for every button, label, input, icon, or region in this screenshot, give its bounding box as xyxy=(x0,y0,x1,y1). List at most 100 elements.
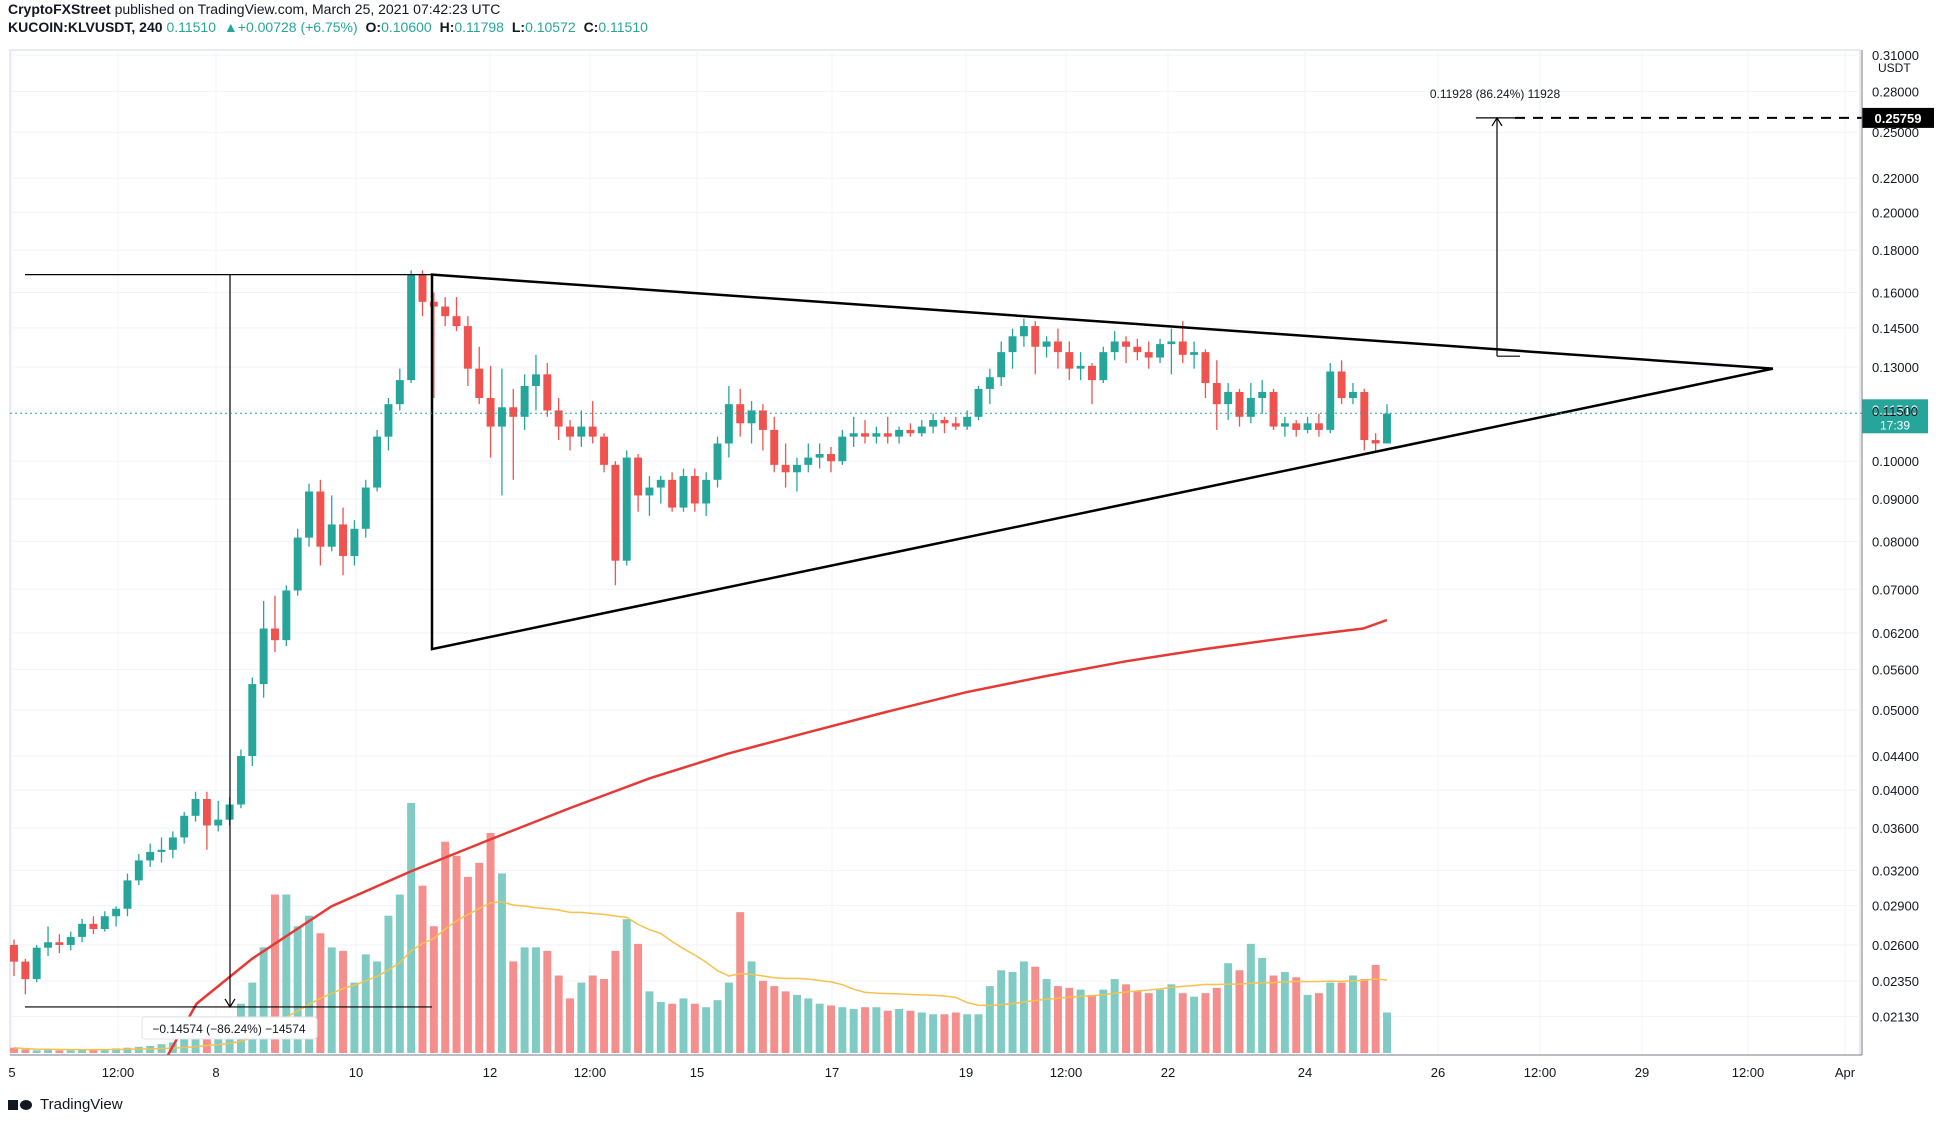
volume-bar xyxy=(1212,987,1221,1053)
volume-bar xyxy=(838,1007,847,1053)
volume-bar xyxy=(271,894,279,1053)
volume-bar xyxy=(44,1049,53,1053)
candle-body xyxy=(497,407,506,427)
price-tick-label: 0.31000 xyxy=(1872,48,1919,63)
volume-bar xyxy=(883,1010,892,1053)
candle-body xyxy=(1360,391,1369,441)
change-triangle-icon: ▲ xyxy=(223,19,238,35)
candle-body xyxy=(384,404,393,437)
candle-body xyxy=(940,420,949,424)
candle-body xyxy=(895,429,904,437)
candle-body xyxy=(577,426,586,437)
open-label: O: xyxy=(365,19,382,35)
candle-body xyxy=(146,851,155,861)
high-value: 0.11798 xyxy=(454,19,504,35)
volume-bar xyxy=(1053,986,1062,1053)
candle-body xyxy=(282,590,291,641)
candle-body xyxy=(872,433,881,437)
candle-body xyxy=(1383,413,1391,444)
candle-body xyxy=(327,524,336,547)
candle-body xyxy=(838,436,847,462)
candle-body xyxy=(44,942,53,948)
currency-label: USDT xyxy=(1878,61,1911,75)
countdown-label: 17:39 xyxy=(1880,418,1910,432)
volume-bar xyxy=(736,912,745,1053)
volume-bar xyxy=(1326,982,1335,1053)
measure-down-arrowhead xyxy=(224,998,236,1009)
candle-body xyxy=(679,476,688,508)
candle-body xyxy=(1258,391,1267,399)
candle-body xyxy=(566,426,574,437)
candle-body xyxy=(815,454,824,458)
grid-layer xyxy=(9,49,1861,1056)
candle-body xyxy=(168,837,177,850)
volume-bar xyxy=(316,933,325,1053)
candle-body xyxy=(316,491,325,547)
time-tick-label: 24 xyxy=(1298,1065,1312,1080)
volume-bar xyxy=(1383,1012,1391,1053)
candle-body xyxy=(486,398,495,427)
publisher-line: CryptoFXStreet published on TradingView.… xyxy=(8,0,1908,18)
tradingview-logo[interactable]: TradingView xyxy=(8,1096,123,1113)
price-tick-label: 0.18000 xyxy=(1872,243,1919,258)
candle-body xyxy=(1201,352,1210,384)
price-tick-label: 0.16000 xyxy=(1872,285,1919,300)
volume-bar xyxy=(600,979,609,1053)
candle-body xyxy=(214,819,223,826)
candle-body xyxy=(1348,391,1357,399)
volume-bar xyxy=(1348,975,1357,1053)
candle-body xyxy=(997,352,1006,378)
candle-body xyxy=(112,908,121,917)
volume-bar xyxy=(815,1003,824,1053)
volume-bar xyxy=(1371,964,1380,1053)
candle-body xyxy=(543,374,552,411)
candle-body xyxy=(929,420,938,427)
volume-bar xyxy=(1031,966,1040,1053)
volume-bar xyxy=(645,991,654,1053)
candle-body xyxy=(10,944,18,962)
volume-bar xyxy=(1144,993,1153,1053)
candle-body xyxy=(963,416,972,427)
price-tick-label: 0.14500 xyxy=(1872,321,1919,336)
price-tick-label: 0.03600 xyxy=(1872,821,1919,836)
volume-bar xyxy=(566,998,574,1053)
volume-bar xyxy=(180,1038,189,1053)
volume-bar xyxy=(305,915,313,1053)
volume-bar xyxy=(1314,993,1323,1053)
candle-body xyxy=(180,815,189,838)
symbol-label[interactable]: KUCOIN:KLVUSDT, 240 xyxy=(8,19,163,35)
candle-body xyxy=(1190,352,1199,355)
candle-body xyxy=(452,316,461,327)
volume-bar xyxy=(1269,975,1278,1053)
volume-bar xyxy=(520,947,529,1053)
target-price-label: 0.25759 xyxy=(1875,111,1922,126)
publisher-name[interactable]: CryptoFXStreet xyxy=(8,1,111,17)
volume-bar xyxy=(1224,963,1233,1053)
ohlc-line: KUCOIN:KLVUSDT, 240 0.11510 ▲+0.00728 (+… xyxy=(8,18,1908,36)
candle-body xyxy=(407,274,416,381)
volume-bar xyxy=(327,947,336,1053)
volume-bar xyxy=(713,1000,722,1053)
candle-body xyxy=(395,380,404,405)
candle-body xyxy=(634,457,643,496)
candle-body xyxy=(259,628,268,685)
volume-bar xyxy=(486,832,495,1053)
candle-body xyxy=(622,457,631,561)
candle-body xyxy=(66,936,75,945)
candle-body xyxy=(1167,341,1176,345)
candle-body xyxy=(883,433,892,437)
volume-bar xyxy=(78,1049,87,1053)
volume-bar xyxy=(1133,991,1142,1053)
candle-body xyxy=(89,923,98,930)
target-price-badge xyxy=(1862,107,1934,128)
volume-bar xyxy=(418,885,427,1053)
time-tick-label: 10 xyxy=(349,1065,363,1080)
volume-bar xyxy=(804,998,813,1053)
candle-body xyxy=(123,880,132,909)
candle-body xyxy=(248,684,257,757)
time-tick-label: 12 xyxy=(483,1065,497,1080)
volume-bar xyxy=(112,1048,121,1053)
price-tick-label: 0.05000 xyxy=(1872,703,1919,718)
candle-body xyxy=(1042,341,1051,347)
